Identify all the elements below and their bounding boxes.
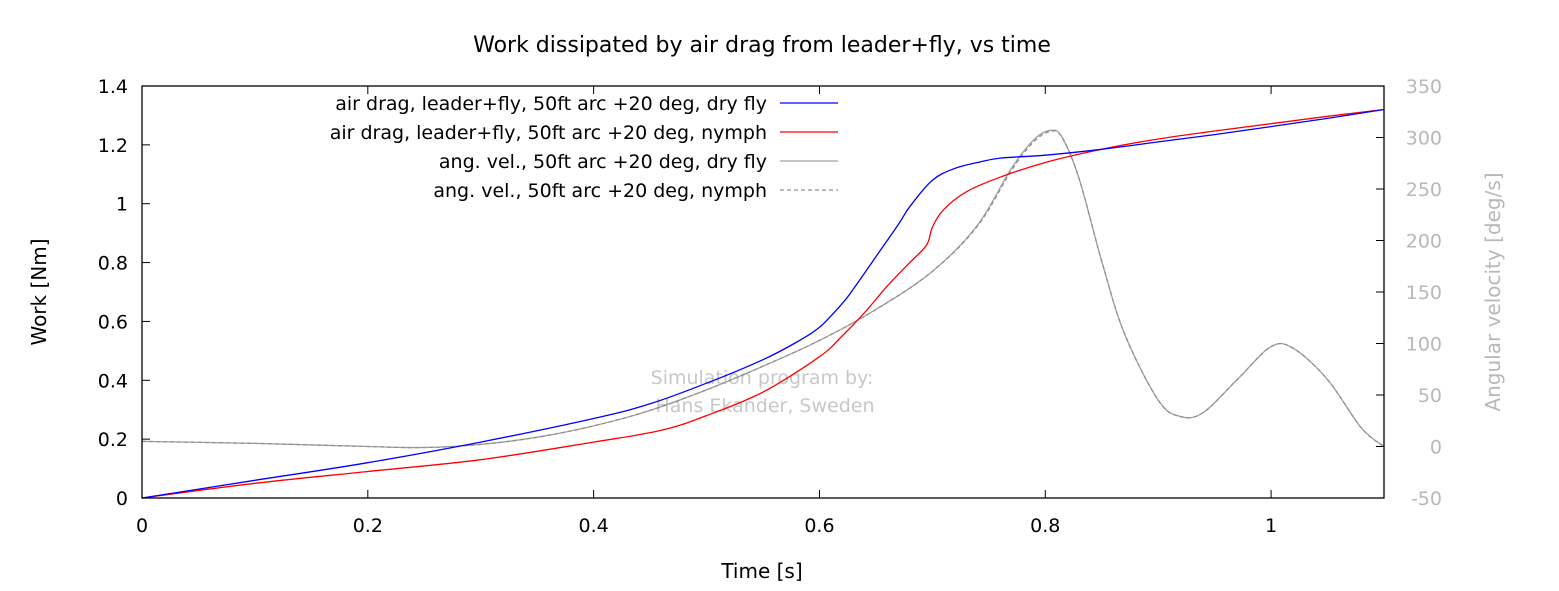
y2-tick-label: 200: [1406, 231, 1442, 253]
watermark-line-1: Simulation program by:: [651, 367, 874, 389]
series-line-2: [141, 108, 1385, 499]
y-tick-label: 0: [116, 488, 128, 510]
y-tick-label: 0.2: [98, 429, 128, 451]
x-axis: 0 0.2 0.4 0.6 0.8 1: [136, 86, 1277, 537]
y2-axis-label: Angular velocity [deg/s]: [1481, 172, 1505, 411]
legend-label: ang. vel., 50ft arc +20 deg, dry fly: [439, 151, 767, 173]
chart-title: Work dissipated by air drag from leader+…: [473, 33, 1051, 58]
x-axis-label: Time [s]: [720, 559, 802, 583]
plot-frame: [141, 85, 1385, 499]
legend-label: ang. vel., 50ft arc +20 deg, nymph: [433, 180, 767, 202]
y2-tick-label: 0: [1430, 437, 1442, 459]
x-tick-label: 1: [1265, 515, 1277, 537]
legend: air drag, leader+fly, 50ft arc +20 deg, …: [330, 93, 838, 202]
y-tick-label: 0.4: [98, 370, 128, 392]
x-tick-label: 0.8: [1030, 515, 1060, 537]
y2-tick-label: 300: [1406, 128, 1442, 150]
series-line-1: [141, 108, 1385, 499]
x-tick-label: 0: [136, 515, 148, 537]
y-tick-label: 1.4: [98, 76, 128, 98]
legend-label: air drag, leader+fly, 50ft arc +20 deg, …: [335, 93, 767, 115]
x-tick-label: 0.4: [579, 515, 609, 537]
y2-tick-label: 150: [1406, 282, 1442, 304]
watermark-line-2: Hans Ekander, Sweden: [656, 395, 875, 417]
x-tick-label: 0.2: [353, 515, 383, 537]
series-line-4: [141, 130, 1385, 449]
y-tick-label: 0.8: [98, 253, 128, 275]
y-tick-label: 1: [116, 194, 128, 216]
y2-tick-label: -50: [1411, 488, 1442, 510]
y-tick-label: 0.6: [98, 311, 128, 333]
x-tick-label: 0.6: [804, 515, 834, 537]
y-axis-left: 0 0.2 0.4 0.6 0.8 1 1.2 1.4: [98, 76, 150, 510]
y2-tick-label: 100: [1406, 334, 1442, 356]
y2-tick-label: 50: [1418, 385, 1442, 407]
y2-tick-label: 250: [1406, 179, 1442, 201]
y2-tick-label: 350: [1406, 76, 1442, 98]
y-tick-label: 1.2: [98, 135, 128, 157]
y-axis-right: -50 0 50 100 150 200 250 300 350: [1376, 76, 1442, 510]
y-axis-label: Work [Nm]: [27, 238, 51, 345]
series-layer: [141, 108, 1385, 499]
legend-label: air drag, leader+fly, 50ft arc +20 deg, …: [330, 122, 767, 144]
